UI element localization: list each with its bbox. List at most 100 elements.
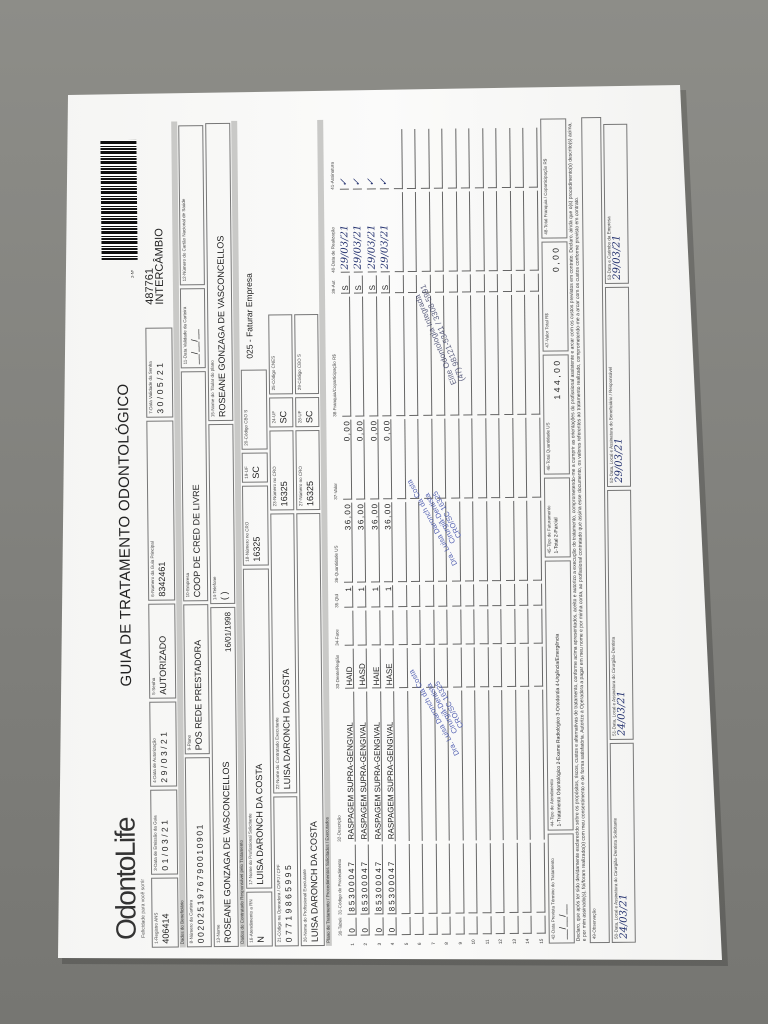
form-header: OdontoLife Felicidade para você sorrir G… (98, 120, 152, 950)
row-number: 4 (389, 942, 395, 946)
cell-descricao (466, 690, 477, 841)
field-total-franquia: 48-Total Franquia / Coparticipação R$ (539, 118, 567, 239)
cell-sig: ✓ (365, 129, 376, 190)
cell-aut (515, 273, 525, 292)
cell-face (424, 609, 435, 645)
cell-data (433, 191, 444, 272)
cell-data (447, 191, 458, 272)
cell-franquia (354, 296, 365, 417)
cell-face (357, 610, 367, 646)
cell-dente (492, 647, 503, 688)
cell-valor (395, 419, 406, 500)
signature-field: 52-Data, Local e Assinatura do Beneficiá… (604, 286, 631, 487)
column-header: 31-Código do Procedimento (336, 858, 343, 915)
row-number: 12 (497, 939, 503, 945)
cell-sig (487, 128, 497, 189)
cell-franquia (502, 294, 513, 416)
cell-data: 29/03/21 (339, 192, 350, 273)
signature-field: 51-Data, Local e Assinatura do Cirurgião… (606, 489, 634, 740)
cell-valor (503, 417, 514, 499)
cell-descricao (398, 691, 410, 842)
row-number: 6 (416, 942, 422, 945)
column-header: 40-Data de Realização (330, 227, 336, 273)
cell-franquia (381, 296, 392, 417)
cell-us (477, 501, 488, 582)
field-total-us: 46-Total Quantidade US 144,00 (542, 354, 570, 475)
cell-qtd (532, 583, 542, 606)
cell-qtd (451, 584, 461, 607)
cell-qtd (519, 583, 529, 606)
cell-descricao: RASPAGEM SUPRA-GENGIVAL (371, 691, 383, 842)
cell-us: 36,00 (342, 502, 353, 583)
cell-data: 29/03/21 (379, 192, 390, 273)
cell-codigo (400, 844, 410, 915)
cell-qtd (424, 584, 434, 607)
cell-face (343, 610, 354, 646)
cell-codigo: 85300047 (359, 844, 370, 915)
cell-qtd (478, 584, 488, 607)
cell-aut: S (340, 275, 350, 294)
cell-codigo: 85300047 (346, 844, 357, 915)
field-rn: 16-Atendimento a RN N (246, 891, 273, 947)
field-plano: 9-Plano POS REDE PRESTADORA (183, 604, 210, 755)
field-cro-solicitante: 18-Número no CRO 16325 (242, 485, 269, 566)
field-validade-carteira: 11-Data Validade da Carteira __/__/__ (179, 288, 206, 369)
cell-data (514, 190, 525, 271)
cell-qtd: 1 (357, 585, 367, 608)
field-registro-ans: 1-Registro ANS 406414 (151, 877, 179, 948)
cell-franquia (529, 294, 540, 415)
cell-sig (419, 128, 430, 189)
cell-valor (476, 418, 487, 499)
column-header: 37-Valor (332, 483, 339, 500)
cell-dente (479, 647, 489, 688)
cell-aut (461, 274, 471, 293)
cell-descricao (479, 690, 491, 841)
field-tipo-faturamento: 45-Tipo de Faturamento 1-Total 2-Parcial (543, 477, 571, 558)
cell-sig: ✓ (352, 129, 362, 190)
column-header: 41-Assinatura (329, 162, 335, 190)
faturamento-note: 025 - Faturar Empresa (243, 273, 255, 359)
cell-us (531, 500, 542, 581)
cell-dente: HAIE (371, 648, 381, 689)
cell-qtd (397, 585, 407, 608)
row-number: 10 (470, 939, 476, 945)
signature-date: 29/03/21 (613, 437, 625, 483)
field-tipo-atendimento: 44-Tipo de Atendimento 1-Tratamento Odont… (544, 560, 574, 831)
logo-tagline: Felicidade para você sorrir (140, 878, 147, 938)
cell-valor: 0,00 (341, 419, 352, 500)
cell-valor (530, 417, 541, 498)
cell-tabela: 0 (347, 917, 357, 936)
cell-dente (506, 646, 516, 688)
cell-aut (529, 273, 539, 292)
cell-franquia (340, 296, 351, 417)
cell-us: 36,00 (356, 502, 367, 583)
signature-field: 50-Data, Local e Assinatura do Cirurgião… (609, 742, 636, 943)
cell-dente: HAID (344, 648, 354, 689)
cell-face (478, 609, 489, 645)
cell-dente: HASD (357, 648, 368, 689)
cell-codigo (535, 842, 545, 913)
cell-face (370, 610, 381, 646)
cell-us: 36,00 (369, 502, 380, 583)
row-number: 3 (376, 942, 382, 946)
row-number: 5 (403, 942, 409, 946)
field-titular: 15-Nome do Titular do plano ROSEANE GONZA… (205, 122, 234, 422)
cell-codigo (521, 842, 532, 913)
cell-face (505, 608, 516, 645)
cell-face (451, 609, 462, 645)
cell-sig (406, 128, 416, 190)
cell-aut (502, 273, 512, 293)
cell-dente (398, 648, 408, 689)
cell-aut (488, 274, 498, 293)
cell-data: 29/03/21 (366, 192, 377, 273)
cell-codigo (481, 843, 491, 914)
field-carteira: 8-Número da Carteira 0020251976790010901 (184, 757, 212, 948)
signature-date: 24/03/21 (617, 893, 630, 939)
cell-qtd (411, 584, 421, 608)
cell-codigo: 85300047 (386, 844, 397, 915)
field-uf-executante: 28-UF SC (295, 396, 320, 428)
field-cro-executante: 27-Número no CRO 16325 (295, 429, 321, 511)
field-uf-solicitante: 19-UF SC (241, 452, 268, 483)
field-executante: 26-Nome do Profissional Executante LUISA … (296, 512, 325, 947)
